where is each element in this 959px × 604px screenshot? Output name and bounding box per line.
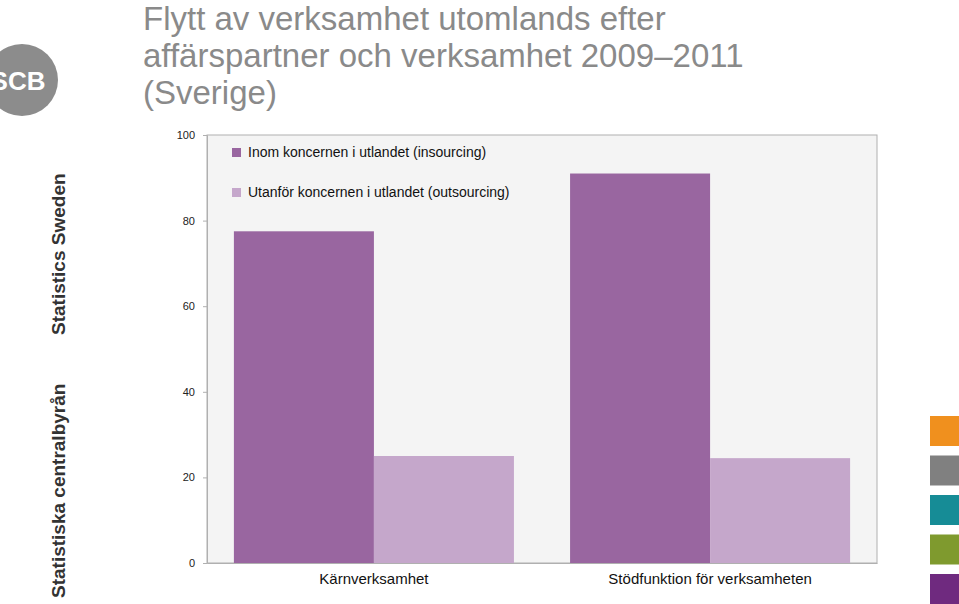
x-tick: Stödfunktion för verksamheten — [608, 563, 811, 587]
plot-area — [207, 135, 877, 563]
decor-square — [930, 495, 959, 525]
legend-swatch — [232, 148, 241, 157]
title-line: Flytt av verksamhet utomlands efter — [143, 0, 666, 37]
bars — [234, 174, 850, 563]
y-tick-label: 0 — [189, 557, 195, 569]
chart: SCB Statistics Sweden Statistiska centralb… — [0, 0, 959, 604]
legend-label: Utanför koncernen i utlandet (outsourcin… — [248, 184, 509, 200]
y-tick-mark — [203, 392, 207, 393]
y-tick-mark — [203, 563, 207, 564]
y-tick: 100 — [177, 129, 207, 141]
legend: Inom koncernen i utlandet (insourcing) Ut… — [232, 144, 509, 200]
decor-square — [930, 574, 959, 604]
logo-circle — [0, 44, 58, 116]
logo-text: SCB — [0, 66, 45, 96]
y-tick: 80 — [183, 215, 207, 227]
y-tick-mark — [203, 477, 207, 478]
y-tick-mark — [203, 306, 207, 307]
brand-text: Statistics Sweden — [48, 173, 69, 335]
bar — [234, 231, 374, 563]
x-tick: Kärnverksamhet — [319, 563, 429, 587]
x-tick-label: Stödfunktion för verksamheten — [608, 570, 811, 587]
bar — [710, 458, 850, 563]
y-tick: 40 — [183, 386, 207, 398]
y-tick-mark — [203, 221, 207, 222]
title: Flytt av verksamhet utomlands efteraffär… — [143, 0, 744, 111]
y-tick: 20 — [183, 471, 207, 483]
y-tick: 60 — [183, 300, 207, 312]
x-axis-line — [208, 563, 878, 564]
bar — [374, 456, 514, 563]
y-tick-label: 60 — [183, 300, 195, 312]
y-tick: 0 — [189, 557, 207, 569]
y-axis: 0 20 40 60 80 100 — [177, 129, 208, 569]
legend-swatch — [232, 188, 241, 197]
y-tick-label: 40 — [183, 386, 195, 398]
x-axis: Kärnverksamhet Stödfunktion för verksamhe… — [208, 563, 878, 587]
decor-square — [930, 456, 959, 486]
legend-label: Inom koncernen i utlandet (insourcing) — [248, 144, 486, 160]
title-line: (Sverige) — [143, 74, 277, 111]
y-tick-label: 80 — [183, 215, 195, 227]
brand-text: Statistiska centralbyrån — [48, 384, 69, 598]
y-axis-line — [203, 136, 208, 564]
y-tick-mark — [203, 135, 207, 136]
title-line: affärspartner och verksamhet 2009–2011 — [143, 37, 744, 74]
x-tick-label: Kärnverksamhet — [319, 570, 429, 587]
decor-square — [930, 416, 959, 446]
bar — [570, 174, 710, 563]
y-tick-label: 100 — [177, 129, 195, 141]
y-tick-label: 20 — [183, 471, 195, 483]
decor-square — [930, 535, 959, 565]
